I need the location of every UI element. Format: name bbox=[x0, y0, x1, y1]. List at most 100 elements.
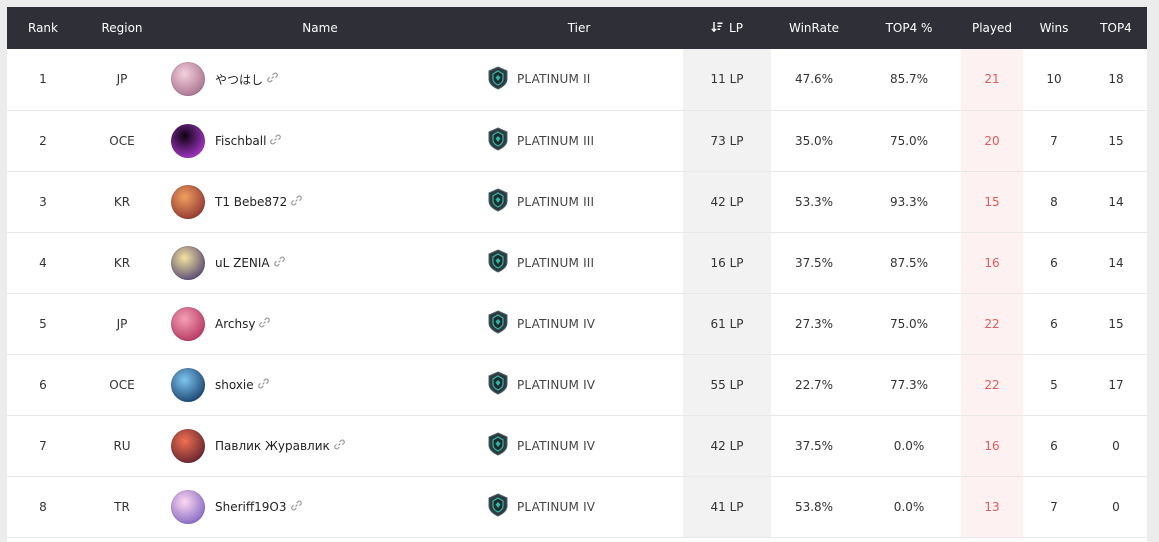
rank-cell: 1 bbox=[39, 72, 47, 87]
link-icon[interactable] bbox=[267, 72, 278, 86]
table-row[interactable]: 5 JP Archsy bbox=[7, 293, 1147, 354]
rank-cell: 8 bbox=[39, 499, 47, 514]
sort-descending-icon bbox=[711, 21, 723, 36]
table-row[interactable]: 2 OCE Fischball bbox=[7, 110, 1147, 171]
player-name-link[interactable]: Павлик Журавлик bbox=[215, 438, 330, 453]
avatar[interactable] bbox=[171, 367, 205, 402]
table-row[interactable]: 6 OCE shoxie bbox=[7, 354, 1147, 415]
name-cell: Павлик Журавлик bbox=[165, 415, 475, 476]
tier-label: PLATINUM II bbox=[517, 72, 591, 87]
player-name-link[interactable]: T1 Bebe872 bbox=[215, 194, 288, 209]
leaderboard-panel: Rank Region Name Tier LP WinRate TO bbox=[7, 7, 1147, 542]
played-cell: 21 bbox=[961, 49, 1023, 110]
top4-cell: 15 bbox=[1108, 133, 1124, 148]
wins-cell: 6 bbox=[1050, 438, 1058, 453]
platinum-emblem-icon bbox=[487, 493, 509, 520]
table-row[interactable]: 3 KR T1 Bebe872 bbox=[7, 171, 1147, 232]
tier-cell: PLATINUM IV bbox=[475, 476, 683, 537]
platinum-emblem-icon bbox=[487, 371, 509, 398]
tier-cell: PLATINUM II bbox=[475, 49, 683, 110]
avatar[interactable] bbox=[171, 428, 205, 463]
top4-cell: 14 bbox=[1108, 194, 1124, 209]
wins-cell: 5 bbox=[1050, 377, 1058, 392]
platinum-emblem-icon bbox=[487, 249, 509, 276]
link-icon[interactable] bbox=[270, 134, 282, 148]
header-name[interactable]: Name bbox=[302, 21, 338, 35]
tier-cell: PLATINUM III bbox=[475, 171, 683, 232]
name-cell: T1 Bebe872 bbox=[165, 171, 475, 232]
tier-cell: PLATINUM IV bbox=[475, 354, 683, 415]
lp-cell: 41 LP bbox=[683, 476, 771, 537]
wins-cell: 8 bbox=[1050, 194, 1058, 209]
avatar[interactable] bbox=[171, 245, 205, 280]
avatar[interactable] bbox=[171, 62, 205, 97]
tier-label: PLATINUM III bbox=[517, 194, 595, 209]
played-cell: 22 bbox=[961, 293, 1023, 354]
lp-cell: 16 LP bbox=[683, 232, 771, 293]
wins-cell: 7 bbox=[1050, 133, 1058, 148]
region-cell: JP bbox=[116, 72, 128, 87]
header-top4[interactable]: TOP4 bbox=[1100, 21, 1132, 35]
platinum-emblem-icon bbox=[487, 432, 509, 459]
avatar[interactable] bbox=[171, 306, 205, 341]
header-tier[interactable]: Tier bbox=[567, 21, 591, 35]
top4-percent-cell: 87.5% bbox=[889, 255, 929, 270]
table-row[interactable]: 4 KR uL ZENIA bbox=[7, 232, 1147, 293]
name-cell: Sheriff19O3 bbox=[165, 476, 475, 537]
top4-cell: 0 bbox=[1112, 438, 1120, 453]
rank-cell: 6 bbox=[39, 377, 47, 392]
link-icon[interactable] bbox=[257, 378, 269, 392]
link-icon[interactable] bbox=[273, 256, 285, 270]
header-top4-percent[interactable]: TOP4 % bbox=[885, 21, 933, 35]
top4-percent-cell: 77.3% bbox=[889, 377, 929, 392]
player-name-link[interactable]: Fischball bbox=[215, 133, 267, 148]
player-name-link[interactable]: Archsy bbox=[215, 316, 256, 331]
avatar[interactable] bbox=[171, 123, 205, 158]
region-cell: OCE bbox=[109, 377, 135, 392]
top4-cell: 0 bbox=[1112, 499, 1120, 514]
table-row[interactable]: 7 RU Павлик Журавлик bbox=[7, 415, 1147, 476]
player-name-link[interactable]: やつはし bbox=[215, 72, 264, 87]
platinum-emblem-icon bbox=[487, 310, 509, 337]
link-icon[interactable] bbox=[259, 317, 271, 331]
top4-percent-cell: 75.0% bbox=[889, 133, 929, 148]
tier-cell: PLATINUM IV bbox=[475, 415, 683, 476]
table-header: Rank Region Name Tier LP WinRate TO bbox=[7, 7, 1147, 49]
table-body: 1 JP やつはし bbox=[7, 49, 1147, 537]
name-cell: Archsy bbox=[165, 293, 475, 354]
rank-cell: 3 bbox=[39, 194, 47, 209]
played-cell: 16 bbox=[961, 232, 1023, 293]
top4-percent-cell: 93.3% bbox=[889, 194, 929, 209]
link-icon[interactable] bbox=[290, 500, 302, 514]
header-rank[interactable]: Rank bbox=[28, 21, 58, 35]
rank-cell: 2 bbox=[39, 133, 47, 148]
player-name-link[interactable]: shoxie bbox=[215, 377, 254, 392]
avatar[interactable] bbox=[171, 489, 205, 524]
top4-percent-cell: 0.0% bbox=[893, 499, 925, 514]
wins-cell: 10 bbox=[1046, 72, 1062, 87]
region-cell: OCE bbox=[109, 133, 135, 148]
header-lp-label: LP bbox=[729, 20, 743, 35]
header-winrate[interactable]: WinRate bbox=[788, 21, 840, 35]
winrate-cell: 53.3% bbox=[794, 194, 834, 209]
avatar[interactable] bbox=[171, 184, 205, 219]
played-cell: 15 bbox=[961, 171, 1023, 232]
top4-cell: 17 bbox=[1108, 377, 1124, 392]
table-row[interactable]: 1 JP やつはし bbox=[7, 49, 1147, 110]
header-wins[interactable]: Wins bbox=[1039, 21, 1069, 35]
rank-cell: 4 bbox=[39, 255, 47, 270]
header-lp[interactable]: LP bbox=[683, 7, 771, 49]
tier-cell: PLATINUM III bbox=[475, 110, 683, 171]
link-icon[interactable] bbox=[291, 195, 303, 209]
table-row[interactable]: 8 TR Sheriff19O3 bbox=[7, 476, 1147, 537]
header-played[interactable]: Played bbox=[971, 21, 1013, 35]
lp-cell: 42 LP bbox=[683, 415, 771, 476]
region-cell: TR bbox=[114, 499, 130, 514]
player-name-link[interactable]: uL ZENIA bbox=[215, 255, 270, 270]
winrate-cell: 22.7% bbox=[794, 377, 834, 392]
played-cell: 22 bbox=[961, 354, 1023, 415]
header-region[interactable]: Region bbox=[101, 21, 143, 35]
leaderboard-table: Rank Region Name Tier LP WinRate TO bbox=[7, 7, 1147, 538]
player-name-link[interactable]: Sheriff19O3 bbox=[215, 499, 287, 514]
link-icon[interactable] bbox=[333, 439, 345, 453]
